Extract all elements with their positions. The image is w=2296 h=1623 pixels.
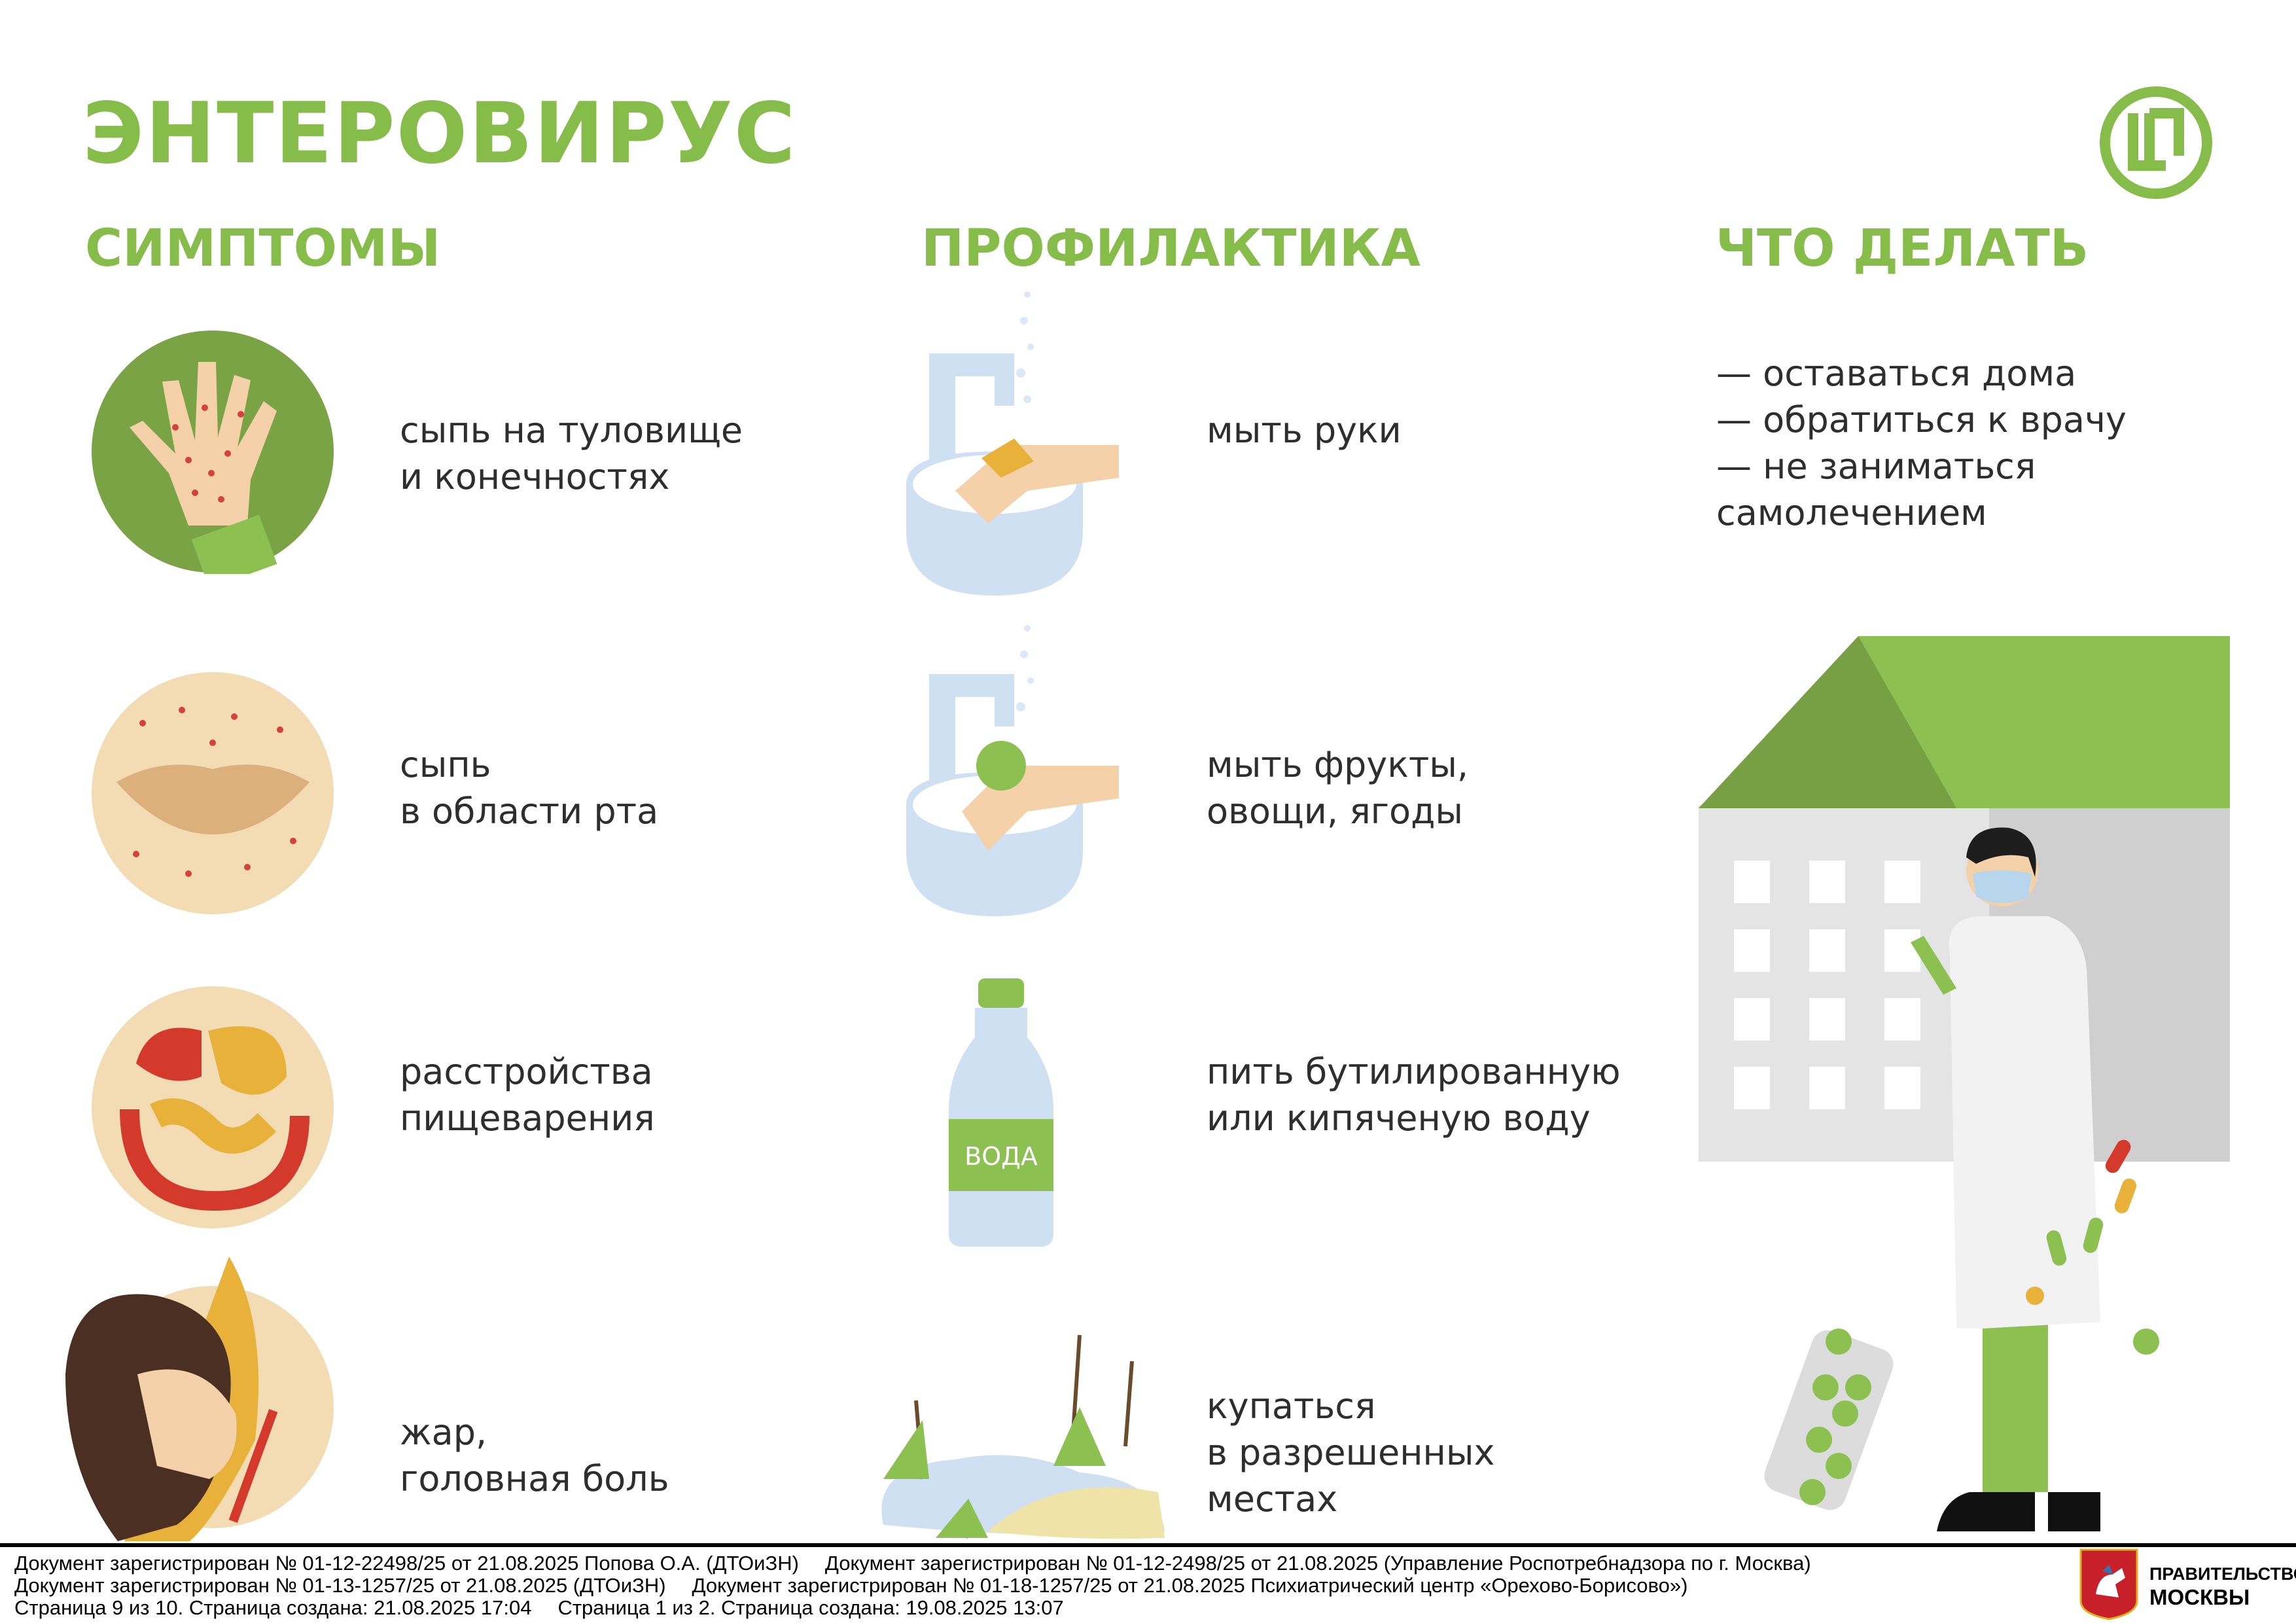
prevention-heading: ПРОФИЛАКТИКА (921, 219, 1421, 278)
page-title: ЭНТЕРОВИРУС (82, 85, 797, 183)
symptoms-heading: СИМПТОМЫ (85, 219, 441, 278)
symptom-3-text: расстройства пищеварения (400, 1051, 655, 1139)
registration-row-1: Документ зарегистрирован № 01-12-22498/2… (14, 1552, 2062, 1575)
bottle-label: ВОДА (964, 1142, 1038, 1171)
center-logo-icon (2100, 86, 2212, 199)
what-to-do-item: — оставаться дома (1716, 353, 2077, 394)
page-info-b: Страница 1 из 2. Страница создана: 19.08… (557, 1596, 1064, 1619)
registration-line-1b: Документ зарегистрирован № 01-12-2498/25… (824, 1552, 1811, 1575)
doctor-house-illustration (1699, 636, 2230, 1531)
gov-moscow-line1: ПРАВИТЕЛЬСТВО (2149, 1564, 2296, 1584)
prevention-4-text: купаться в разрешенных местах (1207, 1385, 1495, 1520)
gov-moscow-line2: МОСКВЫ (2149, 1585, 2250, 1609)
pond-icon (881, 1334, 1165, 1539)
prevention-1-text: мыть руки (1207, 410, 1402, 451)
wash-fruit-icon (906, 625, 1119, 916)
registration-row-2: Документ зарегистрирован № 01-13-1257/25… (14, 1575, 2062, 1597)
water-bottle-icon: ВОДА (949, 978, 1053, 1247)
prevention-3-text: пить бутилированную или кипяченую воду (1207, 1051, 1621, 1139)
what-to-do-heading: ЧТО ДЕЛАТЬ (1716, 219, 2089, 278)
symptom-2-text: сыпь в области рта (400, 744, 659, 832)
symptom-4-text: жар, головная боль (400, 1412, 669, 1499)
page-info-row: Страница 9 из 10. Страница создана: 21.0… (14, 1597, 2062, 1619)
registration-line-2b: Документ зарегистрирован № 01-18-1257/25… (692, 1574, 1688, 1597)
symptom-1-text: сыпь на туловище и конечностях (400, 410, 743, 497)
wash-hands-icon (906, 291, 1119, 596)
hand-rash-icon (92, 330, 334, 574)
mouth-rash-icon (92, 672, 334, 914)
what-to-do-list: — оставаться дома — обратиться к врачу —… (1716, 350, 2127, 536)
page-info-a: Страница 9 из 10. Страница создана: 21.0… (14, 1596, 532, 1619)
registration-line-2a: Документ зарегистрирован № 01-13-1257/25… (14, 1574, 666, 1597)
what-to-do-item: — обратиться к врачу (1716, 399, 2127, 440)
footer-divider (0, 1543, 2296, 1547)
registration-line-1a: Документ зарегистрирован № 01-12-22498/2… (14, 1552, 799, 1575)
moscow-coat-of-arms-icon (2079, 1548, 2138, 1620)
prevention-2-text: мыть фрукты, овощи, ягоды (1207, 744, 1469, 832)
what-to-do-item: — не заниматься самолечением (1716, 446, 2036, 533)
digestive-system-icon (92, 986, 334, 1228)
fever-headache-icon (65, 1257, 334, 1541)
